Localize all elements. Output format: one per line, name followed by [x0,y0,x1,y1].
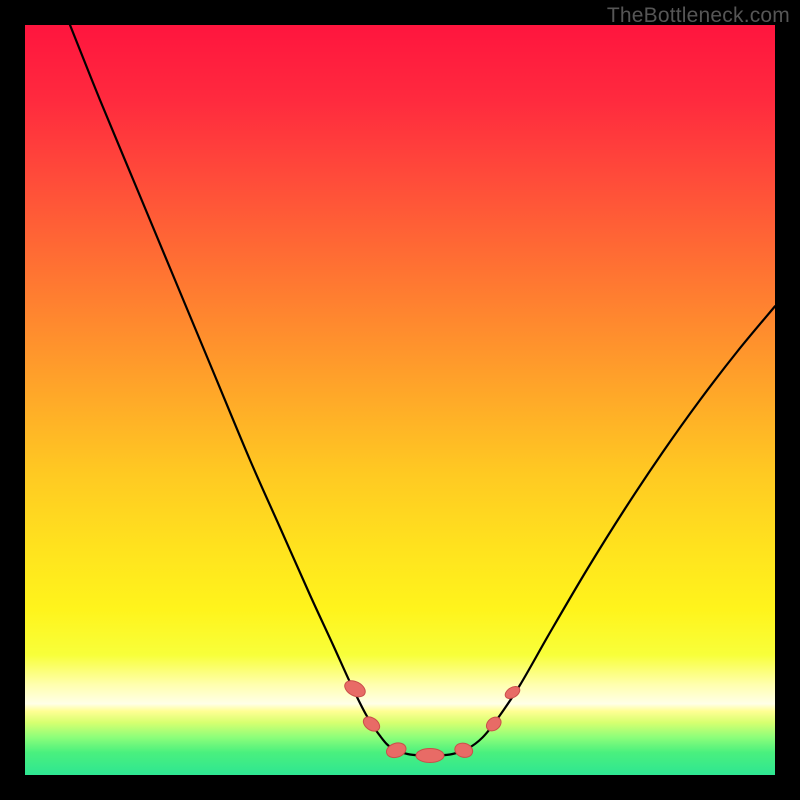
plot-area [25,25,775,775]
marker-point [416,749,444,763]
chart-frame: TheBottleneck.com [0,0,800,800]
watermark-text: TheBottleneck.com [607,4,790,28]
gradient-background [25,25,775,775]
bottleneck-curve-chart [25,25,775,775]
